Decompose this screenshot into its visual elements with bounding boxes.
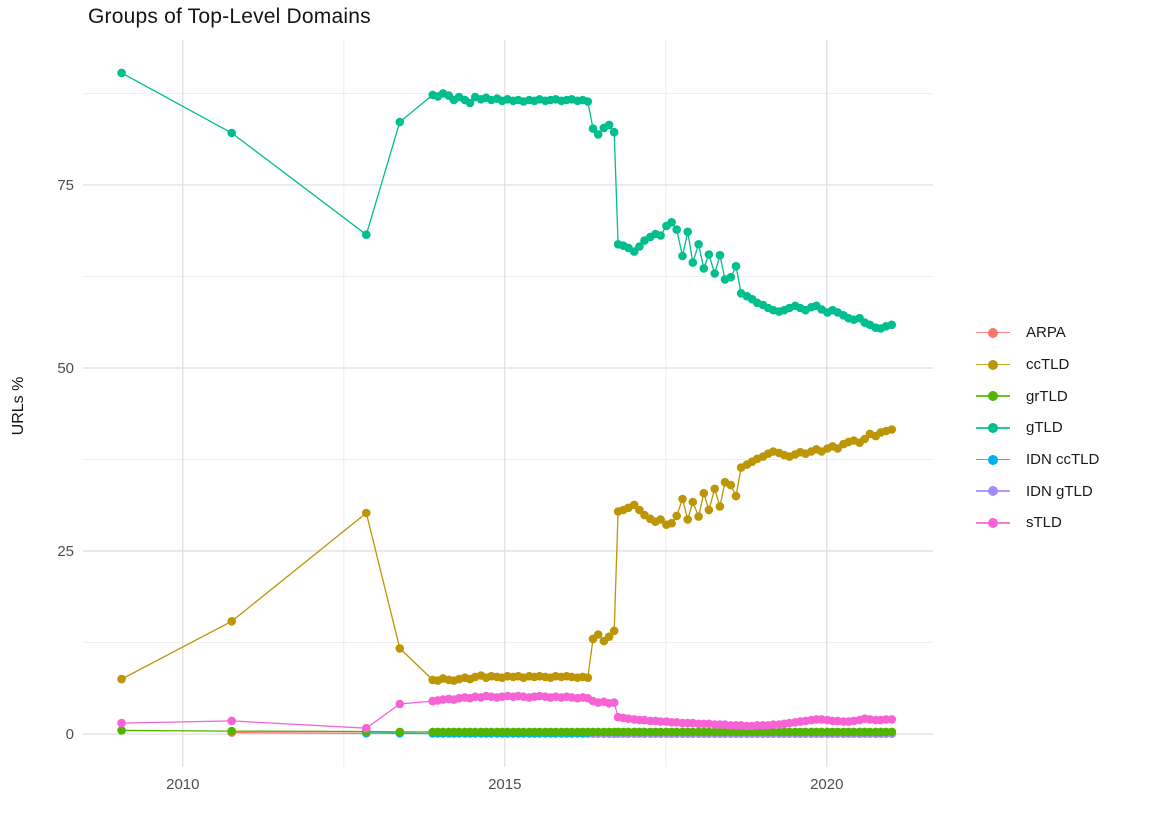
series-point-cctld <box>710 484 719 494</box>
legend-key-grtld <box>976 387 1010 405</box>
series-point-gtld <box>362 230 371 239</box>
series-point-stld <box>117 718 126 728</box>
legend-key-idn-cctld <box>976 451 1010 469</box>
series-point-cctld <box>699 488 709 498</box>
series-point-cctld <box>715 502 725 511</box>
legend-dot-icon <box>988 486 998 497</box>
legend-item-stld: sTLD <box>976 507 1099 539</box>
series-point-gtld <box>465 98 475 108</box>
legend-label-idn-gtld: IDN gTLD <box>1026 482 1093 500</box>
legend-label-stld: sTLD <box>1026 514 1062 532</box>
series-point-cctld <box>887 425 897 434</box>
series-point-gtld <box>609 127 619 137</box>
series-point-gtld <box>672 225 681 234</box>
series-point-cctld <box>731 491 741 501</box>
x-tick-label: 2015 <box>488 776 521 793</box>
legend-item-idn-cctld: IDN ccTLD <box>976 444 1099 476</box>
legend-item-arpa: ARPA <box>976 317 1099 349</box>
legend-dot-icon <box>988 422 998 433</box>
legend-dot-icon <box>988 359 998 370</box>
series-point-cctld <box>672 511 681 521</box>
series-point-gtld <box>583 97 593 106</box>
legend-dot-icon <box>988 327 998 338</box>
series-point-gtld <box>678 251 687 261</box>
legend-item-grtld: grTLD <box>976 380 1099 412</box>
series-point-grtld <box>887 727 897 737</box>
series-point-cctld <box>395 644 405 653</box>
series-point-gtld <box>395 117 405 127</box>
legend-key-gtld <box>976 419 1010 437</box>
series-point-grtld <box>227 726 236 736</box>
series-point-cctld <box>688 497 698 507</box>
series-point-cctld <box>609 626 619 636</box>
chart-title: Groups of Top-Level Domains <box>88 5 371 28</box>
series-point-cctld <box>583 673 593 682</box>
series-point-gtld <box>694 240 703 249</box>
legend-dot-icon <box>988 454 998 465</box>
x-tick-label: 2020 <box>810 776 843 793</box>
series-line-gtld <box>121 72 892 330</box>
series-point-grtld <box>395 727 405 737</box>
series-point-gtld <box>710 269 719 278</box>
series-point-stld <box>609 698 619 707</box>
series-point-cctld <box>117 674 126 684</box>
series-point-gtld <box>726 272 736 282</box>
series-point-gtld <box>667 218 676 227</box>
series-point-cctld <box>656 515 665 524</box>
series-point-gtld <box>604 120 614 130</box>
series-point-cctld <box>362 508 371 518</box>
y-axis-title: URLs % <box>10 376 27 436</box>
legend-label-grtld: grTLD <box>1026 387 1068 405</box>
legend-key-idn-gtld <box>976 482 1010 500</box>
series-point-cctld <box>227 617 236 626</box>
legend-item-cctld: ccTLD <box>976 349 1099 381</box>
series-point-cctld <box>694 512 703 521</box>
legend-label-idn-cctld: IDN ccTLD <box>1026 451 1100 469</box>
series-point-stld <box>395 699 405 709</box>
series-point-gtld <box>688 258 698 267</box>
series-point-gtld <box>588 124 598 133</box>
y-tick-label: 75 <box>57 177 74 194</box>
series-point-gtld <box>731 261 741 271</box>
series-point-gtld <box>656 231 665 240</box>
legend-key-cctld <box>976 356 1010 374</box>
y-tick-label: 0 <box>66 726 74 743</box>
x-tick-label: 2010 <box>166 776 199 793</box>
series-point-gtld <box>117 68 126 78</box>
series-point-stld <box>887 715 897 724</box>
legend: ARPA ccTLD grTLD gTLD IDN ccTLD IDN gTLD… <box>976 317 1099 539</box>
series-point-cctld <box>678 494 687 504</box>
legend-label-arpa: ARPA <box>1026 324 1066 342</box>
series-point-stld <box>227 716 236 726</box>
legend-dot-icon <box>988 391 998 402</box>
legend-label-cctld: ccTLD <box>1026 356 1070 374</box>
legend-item-idn-gtld: IDN gTLD <box>976 475 1099 507</box>
y-tick-label: 50 <box>57 360 74 377</box>
series-point-gtld <box>704 250 714 259</box>
legend-key-stld <box>976 514 1010 532</box>
legend-label-gtld: gTLD <box>1026 419 1063 437</box>
series-point-cctld <box>704 505 714 515</box>
series-point-gtld <box>699 264 709 273</box>
series-line-arpa <box>231 731 367 734</box>
series-point-gtld <box>593 130 603 139</box>
y-tick-label: 25 <box>57 543 74 560</box>
legend-dot-icon <box>988 517 998 528</box>
legend-key-arpa <box>976 324 1010 342</box>
legend-item-gtld: gTLD <box>976 412 1099 444</box>
series-point-cctld <box>726 480 736 490</box>
series-point-gtld <box>227 128 236 138</box>
series-point-grtld <box>117 726 126 735</box>
series-point-cctld <box>593 630 603 639</box>
series-point-cctld <box>604 632 614 641</box>
series-point-gtld <box>715 250 725 260</box>
series-point-cctld <box>683 515 692 524</box>
series-point-cctld <box>667 518 676 528</box>
series-point-stld <box>362 723 371 733</box>
series-point-gtld <box>683 227 692 237</box>
series-point-gtld <box>635 242 644 251</box>
series-point-gtld <box>887 320 897 330</box>
